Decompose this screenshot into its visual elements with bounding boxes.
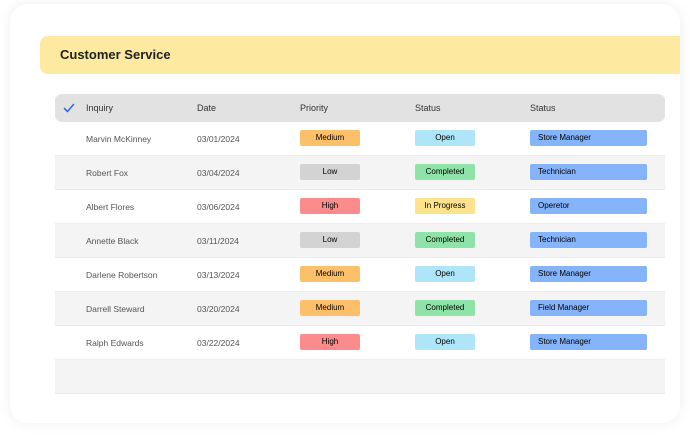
inquiry-date: 03/20/2024 [197, 304, 240, 314]
priority-badge: High [300, 334, 360, 350]
inquiry-date: 03/11/2024 [197, 236, 239, 246]
column-header-priority[interactable]: Priority [300, 103, 329, 113]
role-badge: Store Manager [530, 266, 647, 282]
priority-badge: High [300, 198, 360, 214]
role-badge: Store Manager [530, 334, 647, 350]
inquiry-date: 03/22/2024 [197, 338, 240, 348]
priority-badge: Low [300, 232, 360, 248]
inquiry-date: 03/06/2024 [197, 202, 240, 212]
table-row[interactable]: Albert Flores 03/06/2024 High In Progress Op… [55, 190, 665, 224]
inquiry-name: Darrell Steward [86, 304, 145, 314]
inquiry-name: Ralph Edwards [86, 338, 144, 348]
role-badge: Technician [530, 232, 647, 248]
table-row[interactable]: Darrell Steward 03/20/2024 Medium Completed… [55, 292, 665, 326]
role-badge: Technician [530, 164, 647, 180]
inquiry-name: Robert Fox [86, 168, 129, 178]
table-body: Marvin McKinney 03/01/2024 Medium Open Store… [55, 122, 665, 360]
title-band: Customer Service [40, 36, 680, 74]
role-badge: Operetor [530, 198, 647, 214]
priority-badge: Medium [300, 130, 360, 146]
page-title: Customer Service [60, 47, 171, 62]
customer-service-card: Customer Service Inquiry Date Priority S… [10, 4, 680, 423]
status-badge: Open [415, 266, 475, 282]
inquiry-date: 03/13/2024 [197, 270, 240, 280]
inquiry-name: Darlene Robertson [86, 270, 158, 280]
column-header-status[interactable]: Status [415, 103, 441, 113]
table-row[interactable]: Ralph Edwards 03/22/2024 High Open Store Man… [55, 326, 665, 360]
empty-row [55, 360, 665, 394]
select-all-check-icon[interactable] [63, 102, 75, 114]
status-badge: Open [415, 334, 475, 350]
inquiry-table: Inquiry Date Priority Status Status Marv… [55, 94, 665, 394]
column-header-date[interactable]: Date [197, 103, 217, 113]
table-row[interactable]: Marvin McKinney 03/01/2024 Medium Open Store… [55, 122, 665, 156]
role-badge: Field Manager [530, 300, 647, 316]
column-header-role-status[interactable]: Status [530, 103, 556, 113]
inquiry-name: Marvin McKinney [86, 134, 152, 144]
status-badge: Completed [415, 300, 475, 316]
table-header: Inquiry Date Priority Status Status [55, 94, 665, 122]
inquiry-name: Annette Black [86, 236, 139, 246]
column-header-inquiry[interactable]: Inquiry [86, 103, 114, 113]
status-badge: Completed [415, 232, 475, 248]
status-badge: Open [415, 130, 475, 146]
inquiry-name: Albert Flores [86, 202, 135, 212]
table-row[interactable]: Annette Black 03/11/2024 Low Completed Techn… [55, 224, 665, 258]
priority-badge: Medium [300, 266, 360, 282]
priority-badge: Low [300, 164, 360, 180]
priority-badge: Medium [300, 300, 360, 316]
status-badge: Completed [415, 164, 475, 180]
role-badge: Store Manager [530, 130, 647, 146]
inquiry-date: 03/04/2024 [197, 168, 240, 178]
inquiry-date: 03/01/2024 [197, 134, 240, 144]
status-badge: In Progress [415, 198, 475, 214]
table-row[interactable]: Darlene Robertson 03/13/2024 Medium Open Sto… [55, 258, 665, 292]
table-row[interactable]: Robert Fox 03/04/2024 Low Completed Technici… [55, 156, 665, 190]
